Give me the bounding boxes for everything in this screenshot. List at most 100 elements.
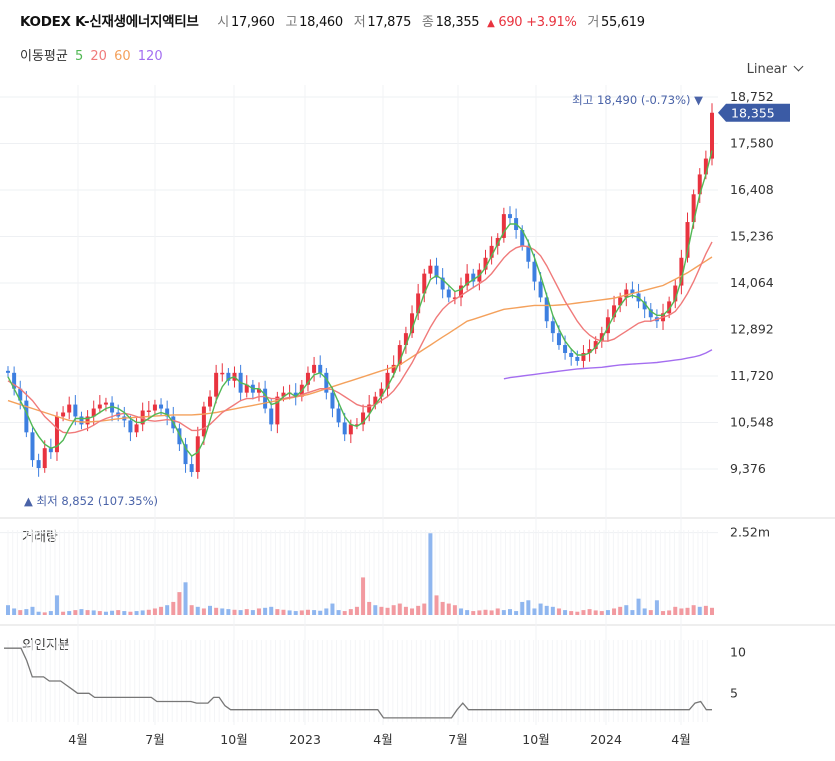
candle-body — [685, 222, 690, 258]
volume-bar — [6, 605, 10, 615]
candle-body — [79, 416, 84, 425]
candle-body — [648, 309, 653, 318]
candle-body — [612, 305, 617, 318]
x-axis-tick: 7월 — [145, 732, 164, 747]
volume-bar — [520, 601, 525, 615]
close-value: 18,355 — [435, 15, 480, 30]
candle-body — [73, 404, 78, 417]
candle-body — [18, 388, 23, 401]
x-axis-tick: 7월 — [448, 732, 467, 747]
volume-bar — [550, 606, 555, 615]
candle-body — [459, 285, 464, 298]
volume-bar — [434, 595, 439, 615]
candle-body — [495, 237, 500, 246]
candle-body — [293, 392, 298, 397]
volume-bar — [183, 582, 188, 615]
candle-body — [538, 281, 543, 298]
price-axis-tick: 16,408 — [730, 182, 774, 197]
volume-bar — [691, 605, 696, 615]
ma5-line — [7, 150, 713, 458]
volume-bar — [189, 605, 194, 615]
price-axis-tick: 18,752 — [730, 89, 774, 104]
candle-body — [354, 424, 359, 426]
volume-bar — [244, 609, 249, 615]
candle-body — [642, 301, 647, 310]
candle-body — [54, 416, 59, 453]
volume-bar — [54, 595, 59, 615]
volume-bar — [575, 611, 580, 615]
volume-bar — [397, 603, 402, 615]
candle-body — [183, 444, 188, 465]
change-arrow-icon: ▲ — [487, 18, 495, 29]
volume-bar — [526, 600, 531, 615]
candle-body — [710, 112, 714, 159]
price-axis-tick: 14,064 — [730, 275, 774, 290]
volume-bar — [483, 609, 488, 615]
volume-bar — [324, 608, 329, 615]
ma60-line — [7, 256, 713, 423]
volume-bar — [342, 611, 347, 615]
candle-body — [42, 448, 47, 469]
candle-body — [434, 265, 439, 278]
ma-legend-5: 5 — [74, 49, 84, 64]
moving-average-legend[interactable]: 이동평균 5 20 60 120 — [20, 45, 166, 64]
candle-body — [336, 408, 341, 423]
volume-bar — [275, 609, 280, 615]
candle-body — [673, 285, 678, 302]
volume-bar — [685, 607, 690, 615]
volume-bar — [79, 609, 84, 615]
volume-bar — [679, 608, 684, 615]
candle-body — [152, 404, 157, 411]
volume-bar — [330, 603, 335, 615]
candle-body — [624, 289, 629, 298]
change-percent: +3.91% — [526, 15, 577, 30]
candle-body — [214, 372, 219, 397]
volume-bar — [116, 610, 121, 615]
volume-bar — [36, 611, 41, 615]
volume-bar — [593, 610, 598, 615]
candle-body — [97, 404, 102, 409]
candle-body — [269, 408, 274, 425]
volume-bar — [422, 603, 427, 615]
candle-body — [403, 333, 408, 346]
volume-bar — [673, 606, 678, 615]
candle-body — [256, 388, 261, 393]
volume-bar — [214, 607, 219, 615]
candle-body — [550, 321, 555, 334]
ma-legend-60: 60 — [114, 49, 131, 64]
candle-body — [189, 464, 194, 473]
candle-body — [526, 245, 531, 262]
candle-body — [91, 408, 96, 417]
scale-selector[interactable]: Linear — [747, 61, 804, 77]
candle-body — [691, 194, 696, 223]
volume-bar — [134, 611, 139, 615]
volume-bar — [471, 611, 476, 615]
volume-bar — [354, 606, 359, 615]
volume-bar — [599, 611, 604, 615]
candle-body — [501, 214, 506, 238]
volume-bar — [171, 601, 176, 615]
candle-body — [605, 317, 610, 334]
volume-bar — [61, 611, 66, 615]
volume-bar — [556, 608, 561, 615]
volume-bar — [85, 610, 90, 615]
high-value: 18,460 — [299, 15, 343, 30]
low-value: 17,875 — [367, 15, 412, 30]
candle-body — [342, 422, 347, 435]
volume-bar — [97, 611, 102, 615]
candle-body — [618, 297, 623, 306]
candle-body — [452, 297, 457, 299]
volume-bar — [269, 606, 274, 615]
candle-body — [587, 349, 592, 353]
volume-bar — [281, 609, 286, 615]
x-axis-tick: 4월 — [68, 732, 87, 747]
ma120-line — [503, 349, 713, 380]
volume-bar — [165, 605, 170, 615]
candle-body — [226, 372, 231, 381]
candle-body — [410, 313, 415, 334]
high-label: 고 — [285, 15, 298, 30]
candle-body — [465, 273, 470, 286]
volume-bar — [544, 605, 549, 615]
volume-bar — [110, 610, 115, 615]
